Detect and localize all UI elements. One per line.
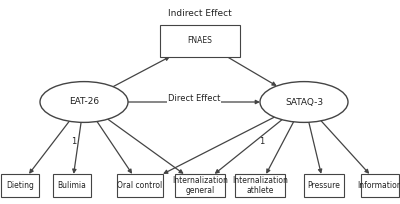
Text: FNAES: FNAES [188, 36, 212, 45]
Text: 1: 1 [259, 137, 265, 146]
FancyBboxPatch shape [53, 174, 91, 197]
FancyBboxPatch shape [361, 174, 399, 197]
Ellipse shape [40, 82, 128, 122]
Text: SATAQ-3: SATAQ-3 [285, 98, 323, 106]
Text: Dieting: Dieting [6, 181, 34, 190]
Text: Pressure: Pressure [308, 181, 340, 190]
Text: Oral control: Oral control [117, 181, 163, 190]
Text: EAT-26: EAT-26 [69, 98, 99, 106]
FancyBboxPatch shape [160, 25, 240, 57]
FancyBboxPatch shape [117, 174, 163, 197]
Text: 1: 1 [71, 137, 77, 146]
Text: Direct Effect: Direct Effect [168, 94, 220, 103]
Text: Internalization
athlete: Internalization athlete [232, 176, 288, 195]
FancyBboxPatch shape [1, 174, 39, 197]
Text: Indirect Effect: Indirect Effect [168, 9, 232, 18]
FancyBboxPatch shape [175, 174, 225, 197]
Text: Bulimia: Bulimia [58, 181, 86, 190]
Text: Information: Information [358, 181, 400, 190]
FancyBboxPatch shape [304, 174, 344, 197]
FancyBboxPatch shape [235, 174, 285, 197]
Ellipse shape [260, 82, 348, 122]
Text: Internalization
general: Internalization general [172, 176, 228, 195]
